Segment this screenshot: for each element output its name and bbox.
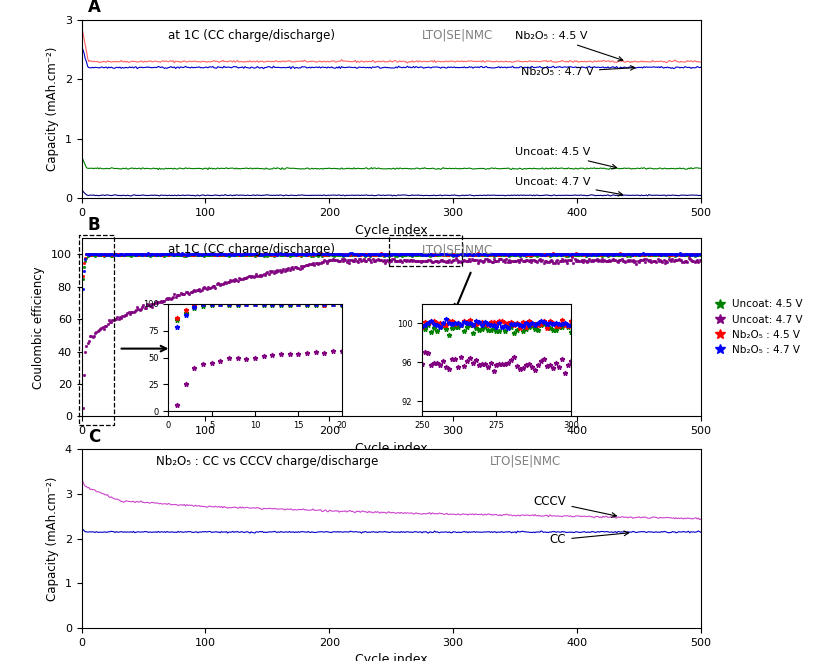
Text: CC: CC [550,531,628,546]
Text: A: A [88,0,100,17]
Text: Uncoat: 4.5 V: Uncoat: 4.5 V [515,147,616,169]
Text: Nb₂O₅ : 4.7 V: Nb₂O₅ : 4.7 V [522,65,635,77]
Text: LTO|SE|NMC: LTO|SE|NMC [491,455,562,468]
Y-axis label: Capacity (mAh.cm⁻²): Capacity (mAh.cm⁻²) [46,47,59,171]
Text: Nb₂O₅ : 4.5 V: Nb₂O₅ : 4.5 V [515,32,623,61]
Text: at 1C (CC charge/discharge): at 1C (CC charge/discharge) [168,28,335,42]
Y-axis label: Coulombic efficiency: Coulombic efficiency [33,266,45,389]
X-axis label: Cycle index: Cycle index [355,223,428,237]
Text: C: C [88,428,100,446]
Text: B: B [88,216,100,235]
Text: LTO|SE|NMC: LTO|SE|NMC [422,28,493,42]
Text: at 1C (CC charge/discharge): at 1C (CC charge/discharge) [168,243,335,256]
X-axis label: Cycle index: Cycle index [355,653,428,661]
Text: Uncoat: 4.7 V: Uncoat: 4.7 V [515,177,623,196]
Text: Nb₂O₅ : CC vs CCCV charge/discharge: Nb₂O₅ : CC vs CCCV charge/discharge [156,455,378,468]
Text: CCCV: CCCV [534,495,616,518]
Legend: Uncoat: 4.5 V, Uncoat: 4.7 V, Nb₂O₅ : 4.5 V, Nb₂O₅ : 4.7 V: Uncoat: 4.5 V, Uncoat: 4.7 V, Nb₂O₅ : 4.… [705,295,807,359]
Y-axis label: Capacity (mAh.cm⁻²): Capacity (mAh.cm⁻²) [46,477,59,601]
X-axis label: Cycle index: Cycle index [355,442,428,455]
Text: LTO|SE|NMC: LTO|SE|NMC [422,243,493,256]
